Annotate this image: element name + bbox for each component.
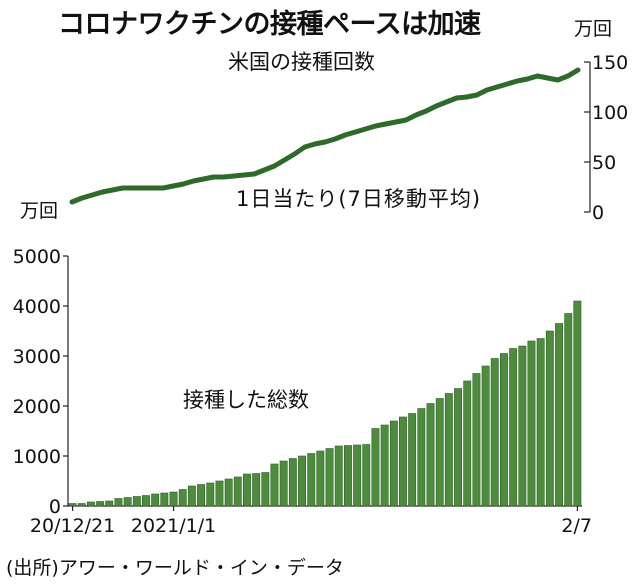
bar-x-tick-label: 2021/1/1 — [131, 515, 216, 537]
bar — [123, 497, 132, 507]
bar — [307, 453, 316, 507]
bar — [288, 458, 297, 507]
bar — [279, 460, 288, 507]
bar — [252, 473, 261, 507]
bar — [77, 503, 86, 507]
bar — [206, 482, 215, 507]
bar-x-tick-label: 2/7 — [561, 515, 592, 537]
bar — [178, 489, 187, 507]
bar — [96, 501, 105, 507]
bar — [132, 496, 141, 507]
bar — [316, 450, 325, 507]
bar-y-tick-label: 0 — [49, 496, 61, 518]
bar — [454, 388, 462, 507]
bar — [353, 444, 362, 507]
bar — [151, 493, 160, 507]
bar — [298, 455, 306, 507]
bar — [215, 480, 224, 507]
line-chart-subtitle: 米国の接種回数 — [228, 50, 375, 74]
bar — [472, 373, 481, 507]
bar-chart-label: 接種した総数 — [183, 388, 309, 412]
line-y-tick-label: 150 — [592, 52, 628, 74]
line-chart-note: 1日当たり(7日移動平均) — [236, 187, 482, 211]
bar — [142, 495, 150, 507]
page-title: コロナワクチンの接種ペースは加速 — [58, 9, 481, 40]
bar-y-tick-label: 5000 — [13, 246, 61, 268]
bar — [187, 485, 196, 507]
bar — [509, 348, 518, 507]
bar — [243, 473, 251, 507]
bar — [444, 393, 453, 507]
bar — [362, 444, 371, 507]
bar — [334, 445, 343, 507]
bar — [68, 503, 77, 507]
y-unit-left: 万回 — [20, 200, 59, 222]
bar — [463, 380, 472, 507]
bar — [490, 358, 499, 507]
line-y-tick-label: 0 — [592, 202, 604, 224]
bar — [536, 338, 545, 507]
bar — [233, 476, 242, 507]
bar — [270, 463, 279, 507]
bar — [160, 492, 169, 507]
bar — [518, 345, 527, 507]
bar — [527, 340, 536, 507]
source-note: (出所)アワー・ワールド・イン・データ — [6, 557, 344, 579]
bar — [417, 408, 426, 507]
bar-y-tick-label: 4000 — [13, 296, 61, 318]
y-unit-right: 万回 — [574, 18, 613, 40]
bar — [169, 491, 178, 507]
bar — [261, 472, 270, 507]
bar — [555, 323, 564, 507]
line-y-tick-label: 100 — [592, 102, 628, 124]
bar — [545, 330, 554, 507]
bar — [426, 403, 435, 507]
bar — [105, 500, 114, 507]
bar — [481, 365, 490, 507]
bar-y-tick-label: 3000 — [13, 346, 61, 368]
bar — [398, 416, 407, 507]
bar — [499, 353, 508, 507]
line-y-tick-label: 50 — [592, 152, 616, 174]
bar — [380, 424, 389, 507]
bar — [573, 300, 582, 507]
bar — [564, 313, 573, 507]
bar — [224, 478, 233, 507]
bar — [371, 428, 380, 507]
bar — [435, 398, 444, 507]
bar — [114, 498, 123, 507]
bar — [325, 448, 334, 507]
bar — [87, 501, 95, 507]
bar — [343, 445, 352, 507]
bar-x-tick-label: 20/12/21 — [30, 515, 115, 537]
bar-y-tick-label: 1000 — [13, 446, 61, 468]
bar — [389, 420, 398, 507]
bar — [408, 413, 417, 507]
bar — [197, 484, 205, 507]
bar-y-tick-label: 2000 — [13, 396, 61, 418]
